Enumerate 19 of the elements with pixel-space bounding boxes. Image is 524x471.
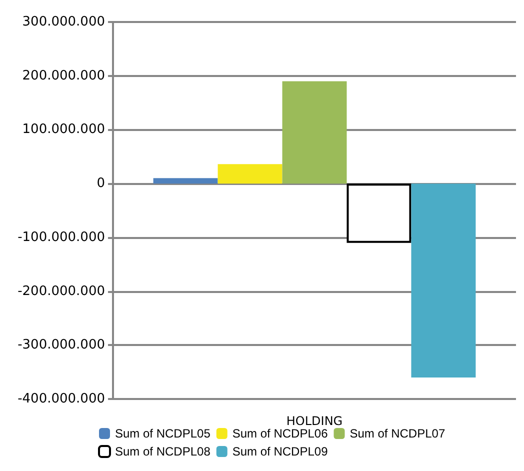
bar [153, 178, 218, 184]
legend-label: Sum of NCDPL05 [115, 426, 211, 440]
y-tick-label: -100.000.000 [18, 230, 105, 245]
legend-label: Sum of NCDPL08 [115, 444, 211, 458]
legend-label: Sum of NCDPL06 [232, 426, 328, 440]
y-tick-label: -200.000.000 [18, 284, 105, 299]
y-tick-label: 100.000.000 [22, 122, 105, 138]
legend-label: Sum of NCDPL09 [232, 444, 328, 458]
bar [346, 184, 412, 243]
legend-label: Sum of NCDPL07 [350, 426, 446, 440]
bar [411, 184, 476, 378]
y-tick-label: 0 [96, 176, 105, 192]
y-tick-label: -300.000.000 [18, 338, 105, 353]
x-tick-label: HOLDING [286, 414, 343, 428]
y-tick-label: -400.000.000 [18, 392, 105, 406]
bar [282, 81, 347, 184]
y-tick-label: 300.000.000 [22, 14, 105, 30]
bar [218, 164, 282, 184]
y-tick-label: 200.000.000 [22, 68, 105, 84]
